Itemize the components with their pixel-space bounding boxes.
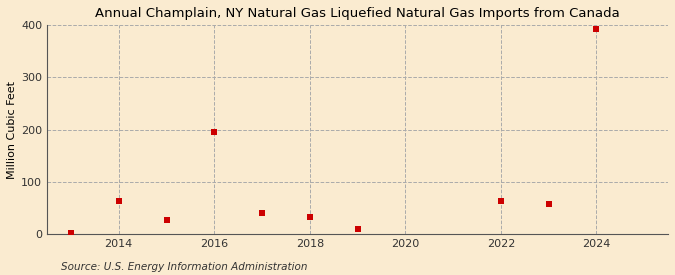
Point (65, 231, 76, 236)
Point (209, 130, 219, 134)
Title: Annual Champlain, NY Natural Gas Liquefied Natural Gas Imports from Canada: Annual Champlain, NY Natural Gas Liquefi… (95, 7, 620, 20)
Point (161, 218, 172, 222)
Y-axis label: Million Cubic Feet: Million Cubic Feet (7, 81, 17, 178)
Point (113, 199, 124, 203)
Text: Source: U.S. Energy Information Administration: Source: U.S. Energy Information Administ… (61, 262, 307, 272)
Point (543, 202, 554, 207)
Point (591, 27, 602, 31)
Point (352, 227, 363, 231)
Point (495, 199, 506, 203)
Point (256, 211, 267, 215)
Point (304, 215, 315, 219)
